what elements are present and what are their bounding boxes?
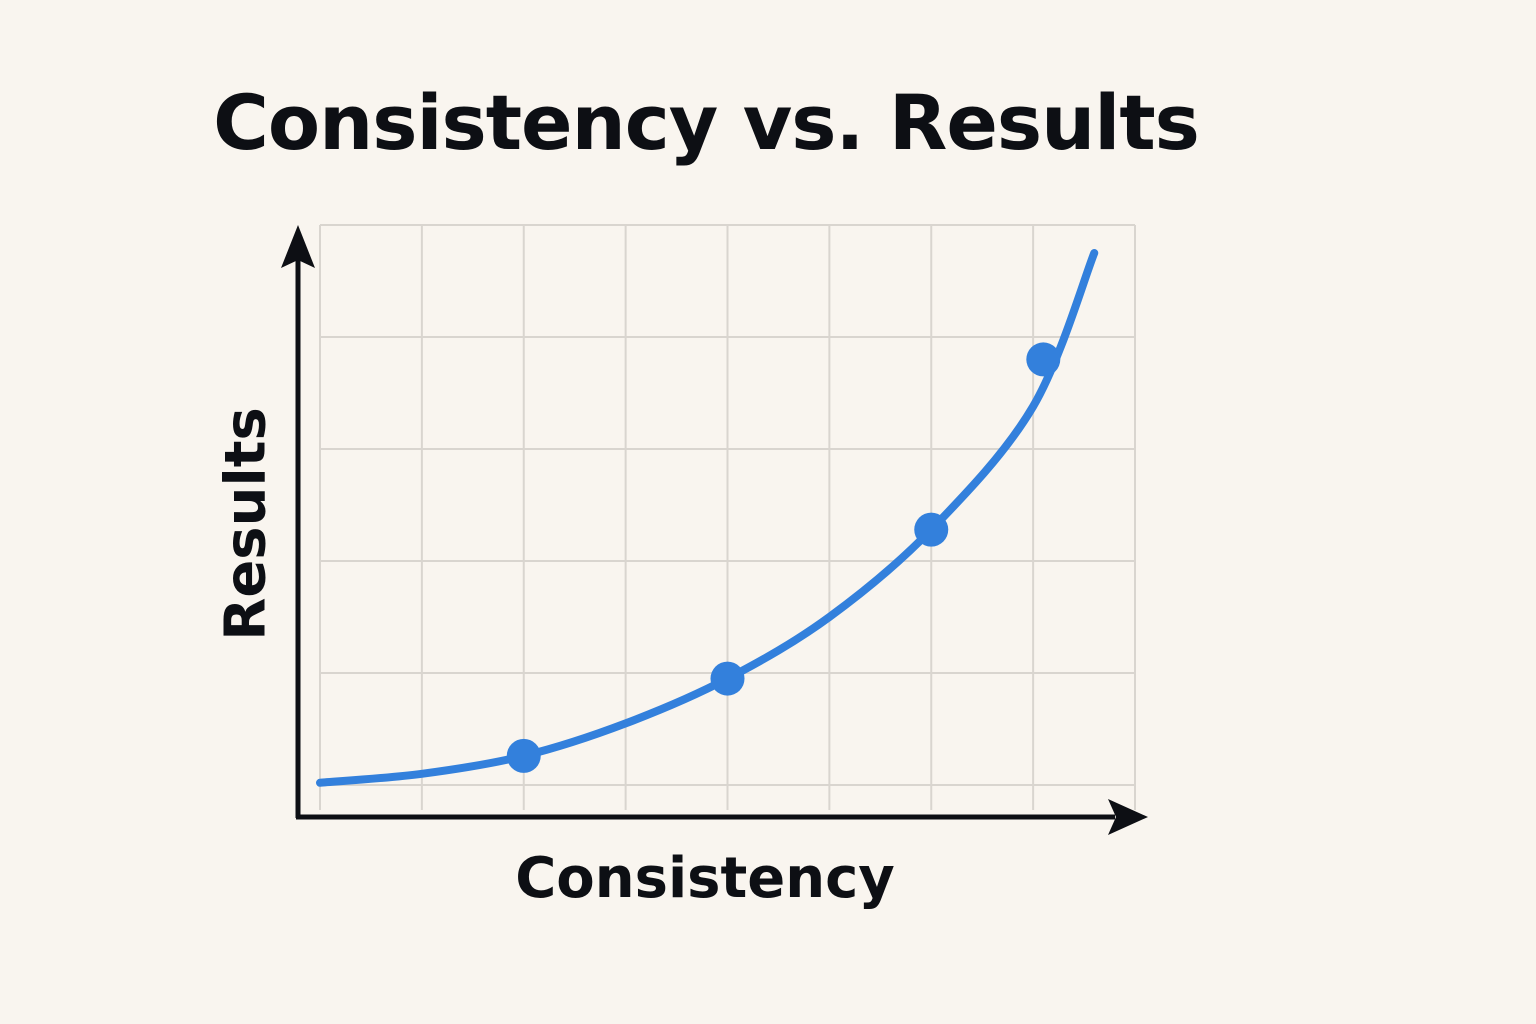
data-point-marker [506, 738, 541, 773]
x-axis-label: Consistency [515, 846, 895, 911]
x-axis-arrow-icon [1108, 799, 1148, 835]
data-line [316, 249, 1099, 787]
y-axis-label: Results [213, 407, 279, 641]
axes [281, 225, 1148, 835]
data-point-marker [1026, 342, 1061, 377]
data-point-marker [710, 661, 745, 696]
chart-title: Consistency vs. Results [213, 78, 1200, 167]
data-point-marker [914, 512, 949, 547]
grid-lines [319, 224, 1136, 810]
data-markers [506, 342, 1061, 773]
y-axis-arrow-icon [281, 225, 315, 268]
